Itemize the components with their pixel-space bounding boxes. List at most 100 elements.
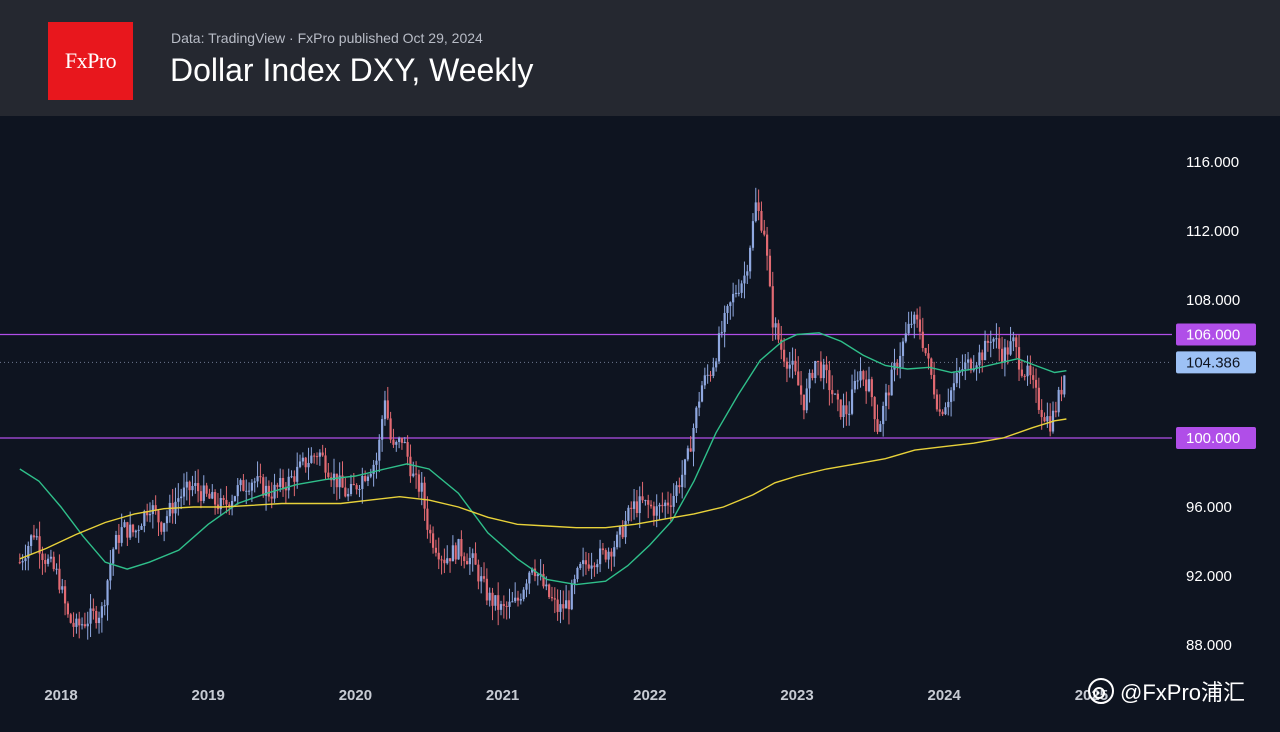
candle-body [822, 364, 825, 379]
candle-body [457, 539, 460, 560]
candle-body [1034, 379, 1038, 388]
candle-body [58, 568, 61, 590]
candle-body [137, 529, 140, 531]
candle-body [270, 496, 273, 499]
candle-body [825, 364, 828, 371]
candle-body [921, 331, 924, 348]
candle-body [378, 439, 381, 461]
candle-body [230, 500, 234, 508]
candle-body [811, 372, 814, 378]
candle-body [808, 372, 811, 389]
candle-body [310, 455, 313, 463]
candle-body [966, 359, 970, 363]
candle-body [103, 605, 106, 607]
candle-body [729, 302, 732, 307]
candle-body [675, 485, 678, 496]
candle-body [584, 560, 588, 565]
candle-body [740, 283, 743, 293]
candle-body [992, 338, 995, 342]
candle-body [698, 401, 701, 408]
x-tick-label: 2023 [780, 687, 813, 704]
candle-body [627, 507, 630, 521]
candle-body [703, 375, 706, 386]
candle-body [448, 558, 452, 562]
candle-body [389, 418, 392, 440]
candle-body [536, 574, 539, 577]
candle-body [516, 597, 520, 601]
candle-body [649, 504, 653, 507]
candle-body [641, 496, 644, 501]
watermark: @FxPro浦汇 [1088, 677, 1245, 705]
candle-body [233, 496, 237, 501]
candle-body [525, 583, 528, 590]
candle-body [918, 319, 922, 332]
candle-body [839, 399, 842, 418]
candle-body [545, 584, 548, 587]
candle-body [106, 580, 109, 606]
candle-body [882, 405, 885, 425]
candle-body [41, 553, 44, 561]
candle-body [833, 393, 837, 395]
candle-body [66, 603, 70, 615]
candle-body [431, 533, 435, 548]
candle-body [160, 522, 163, 532]
candle-body [21, 561, 24, 563]
candle-body [491, 592, 494, 606]
candle-body [734, 292, 738, 294]
level-label-box [1176, 323, 1256, 346]
candle-body [556, 599, 559, 612]
candle-body [1003, 347, 1006, 363]
candle-body [446, 558, 449, 564]
candle-body [180, 496, 183, 499]
candle-body [601, 548, 605, 551]
candle-body [202, 485, 205, 501]
candle-body [72, 622, 75, 627]
candle-body [964, 362, 967, 370]
candle-body [239, 480, 242, 486]
x-tick-label: 2019 [192, 687, 225, 704]
candle-body [746, 271, 749, 276]
candle-body [805, 388, 808, 411]
candle-body [511, 601, 514, 603]
candle-body [678, 485, 681, 488]
price-chart[interactable]: 88.000 92.000 96.000 100.000 104.386 106.000 1… [0, 116, 1280, 732]
candle-body [327, 472, 330, 478]
candle-body [579, 563, 582, 568]
candle-body [768, 255, 772, 287]
candle-body [253, 481, 256, 483]
chart-header: FxPro Data: TradingView · FxPro publishe… [0, 0, 1280, 116]
candle-body [717, 333, 721, 362]
candle-body [344, 487, 347, 497]
candle-body [429, 529, 432, 534]
candle-body [1060, 389, 1063, 395]
candle-body [480, 576, 483, 582]
candle-body [451, 545, 454, 562]
candle-body [1063, 375, 1066, 395]
candle-body [488, 592, 491, 601]
candle-body [836, 393, 839, 400]
candle-body [938, 409, 941, 412]
candle-body [332, 473, 336, 481]
candle-body [607, 551, 610, 560]
candle-body [412, 473, 415, 477]
fxpro-logo: FxPro [48, 22, 133, 100]
candle-body [208, 493, 211, 499]
candle-body [1006, 347, 1009, 355]
candle-body [689, 448, 692, 452]
candle-body [613, 547, 616, 557]
candle-body [188, 481, 191, 491]
candle-body [134, 530, 137, 533]
candle-body [250, 482, 254, 491]
candle-body [437, 552, 440, 560]
candle-body [853, 380, 856, 390]
candle-body [148, 514, 152, 516]
candle-body [497, 595, 500, 610]
candle-body [831, 390, 834, 395]
candle-body [573, 579, 576, 584]
candle-body [828, 370, 831, 391]
candle-body [78, 618, 81, 626]
candle-body [913, 314, 916, 324]
candle-body [375, 460, 378, 465]
candle-body [1000, 348, 1004, 363]
candle-body [281, 478, 285, 489]
